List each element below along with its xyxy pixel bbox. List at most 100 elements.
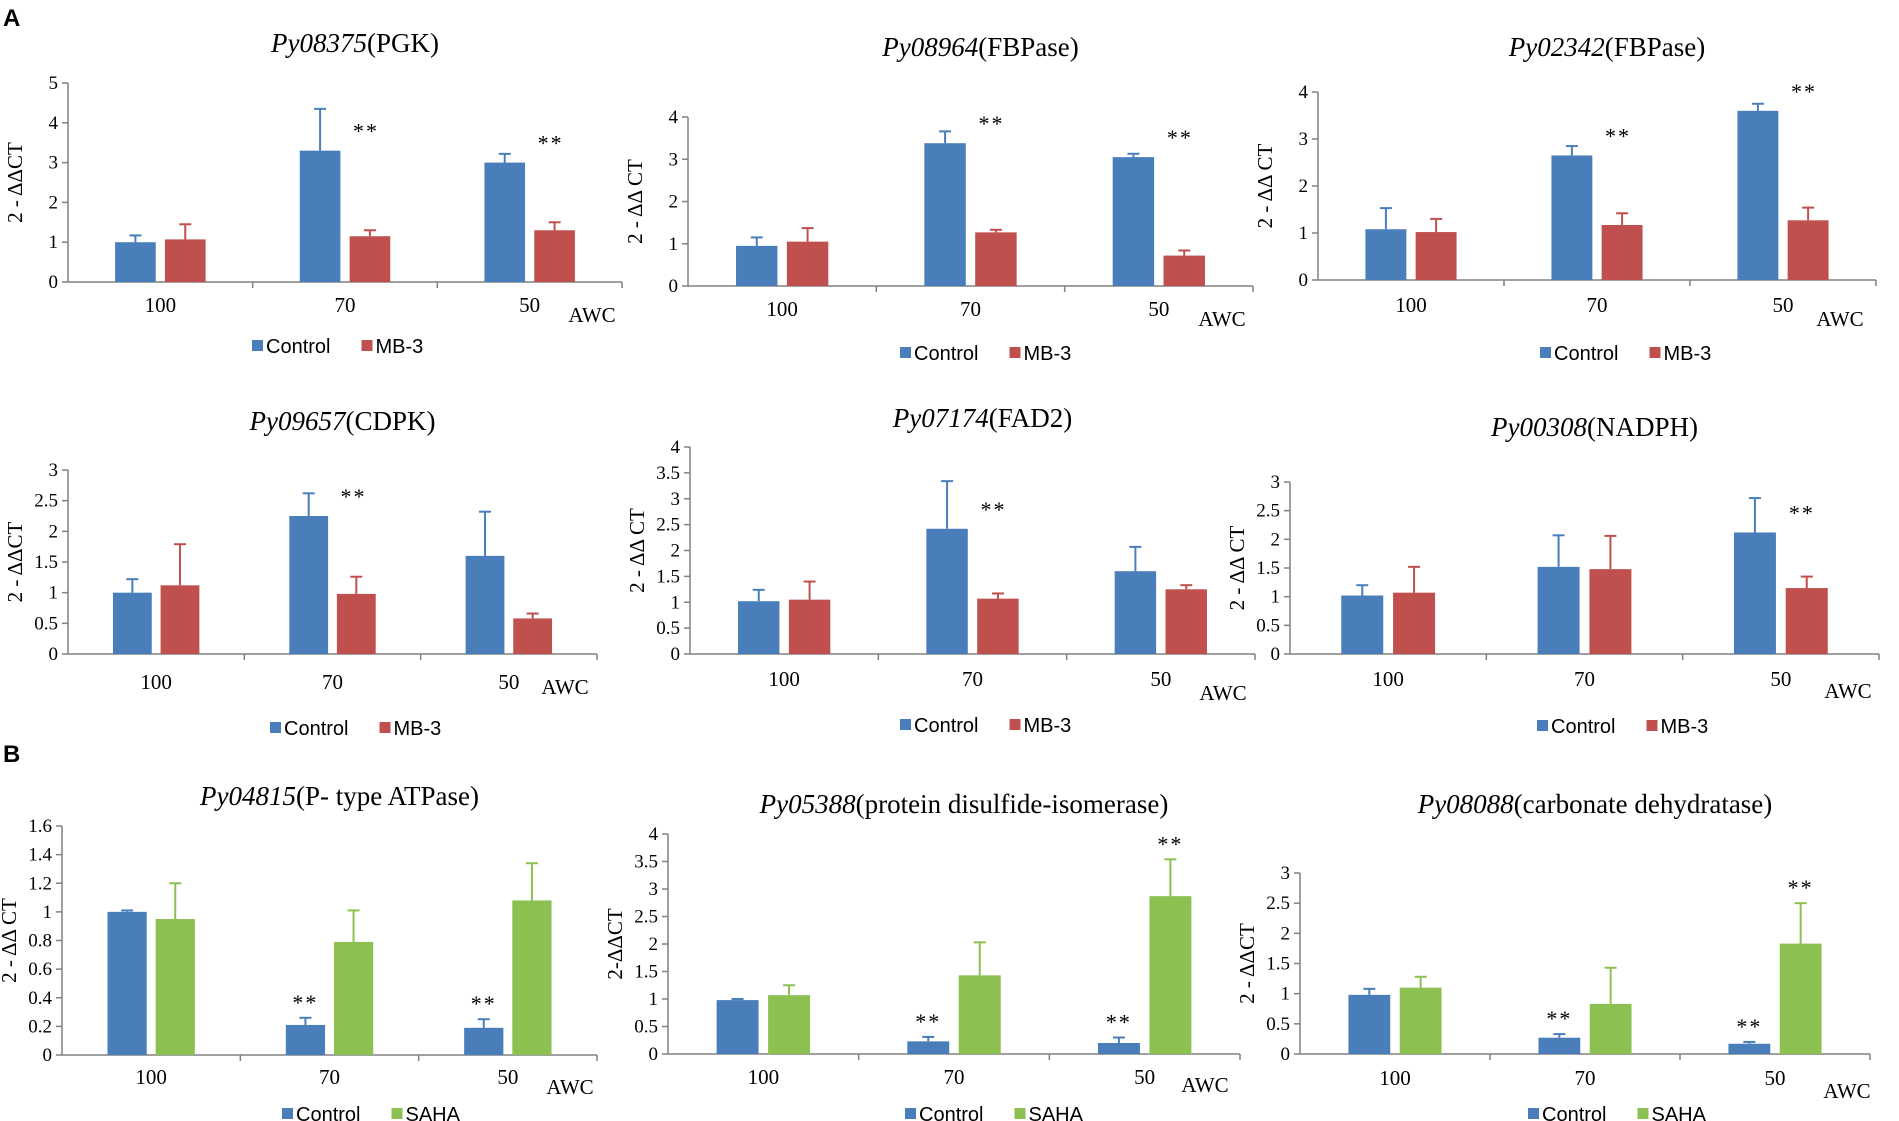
bar-control — [1551, 155, 1593, 280]
y-tick-label: 2 — [1281, 923, 1291, 944]
chart-title-desc: (PGK) — [367, 28, 439, 58]
y-tick-label: 0 — [43, 1045, 53, 1066]
chart-title: Py08964(FBPase) — [881, 32, 1078, 62]
bar-control — [1112, 157, 1155, 286]
y-tick-label: 1 — [1271, 587, 1281, 608]
chart-title: Py09657(CDPK) — [249, 406, 436, 436]
y-tick-label: 3 — [1281, 863, 1291, 884]
x-tick-label: 50 — [497, 1065, 518, 1089]
y-tick-label: 2.5 — [634, 907, 658, 928]
y-tick-label: 0.2 — [28, 1016, 52, 1037]
significance-mark: ** — [292, 990, 318, 1015]
legend-label: MB-3 — [376, 336, 424, 358]
bar-control — [1341, 595, 1384, 654]
y-tick-label: 5 — [49, 73, 59, 94]
legend-label: MB-3 — [1024, 343, 1072, 365]
y-tick-label: 0 — [1271, 644, 1281, 665]
x-tick-label: 50 — [498, 670, 519, 694]
y-axis-label: 2 - ΔΔ CT — [623, 159, 647, 244]
bar-control — [1097, 1043, 1140, 1054]
chart-title-desc: (P- type ATPase) — [296, 781, 479, 811]
legend-swatch — [391, 1108, 403, 1119]
y-tick-label: 4 — [1299, 82, 1309, 103]
y-tick-label: 2.5 — [34, 491, 58, 512]
y-tick-label: 0 — [49, 644, 59, 665]
y-tick-label: 1.5 — [1266, 954, 1290, 975]
y-tick-label: 0.4 — [28, 988, 52, 1009]
legend-label: MB-3 — [1661, 716, 1709, 738]
chart-7: Py04815(P- type ATPase) 0 0.2 0.4 0.6 0.8 1 1.2… — [0, 781, 598, 1121]
x-tick-label: 70 — [960, 297, 981, 321]
legend-swatch — [1646, 720, 1658, 731]
bar-mb-3 — [1785, 588, 1828, 654]
legend-swatch — [1528, 1108, 1539, 1119]
y-tick-label: 0 — [1299, 270, 1309, 291]
bar-mb-3 — [349, 236, 391, 282]
bar-mb-3 — [975, 232, 1017, 286]
legend-label: Control — [914, 715, 978, 737]
bar-saha — [1779, 943, 1822, 1054]
x-tick-label: 100 — [1372, 667, 1404, 691]
y-tick-label: 0.8 — [28, 931, 52, 952]
chart-title: Py02342(FBPase) — [1508, 32, 1705, 62]
legend-swatch — [1009, 347, 1021, 358]
legend-label: Control — [284, 718, 348, 740]
legend-label: MB-3 — [1024, 715, 1072, 737]
x-tick-label: 50 — [1148, 297, 1169, 321]
chart-title-desc: (FBPase) — [1605, 32, 1706, 62]
x-tick-label: 70 — [1574, 667, 1595, 691]
chart-title-gene: Py07174 — [892, 403, 989, 433]
y-axis-label: 2 - ΔΔ CT — [625, 508, 649, 593]
chart-3: Py02342(FBPase) 0 1 2 3 4 2 - ΔΔ CT 100 70 50 ** **… — [1253, 32, 1877, 365]
bar-control — [924, 143, 966, 286]
significance-mark: ** — [538, 131, 564, 156]
y-tick-label: 2 — [1271, 529, 1281, 550]
significance-mark: ** — [341, 484, 367, 509]
y-tick-label: 3 — [49, 153, 59, 174]
bar-saha — [768, 995, 811, 1054]
chart-title-gene: Py08964 — [881, 32, 978, 62]
bar-control — [1737, 110, 1779, 280]
x-tick-label: 70 — [1575, 1066, 1596, 1090]
legend-swatch — [1014, 1108, 1026, 1119]
chart-title: Py04815(P- type ATPase) — [199, 781, 479, 811]
y-tick-label: 2 — [649, 934, 659, 955]
x-tick-label: 50 — [1765, 1066, 1786, 1090]
x-axis-label: AWC — [1181, 1073, 1228, 1097]
legend-label: Control — [1551, 716, 1615, 738]
x-axis-label: AWC — [1199, 681, 1246, 705]
significance-mark: ** — [1106, 1010, 1132, 1035]
chart-title: Py05388(protein disulfide-isomerase) — [759, 789, 1169, 819]
y-tick-label: 4 — [49, 113, 59, 134]
y-tick-label: 1.2 — [28, 873, 52, 894]
y-tick-label: 3 — [649, 879, 659, 900]
chart-title-gene: Py08375 — [270, 28, 367, 58]
significance-mark: ** — [1605, 123, 1631, 148]
significance-mark: ** — [981, 497, 1007, 522]
bar-control — [112, 592, 152, 654]
significance-mark: ** — [1788, 875, 1814, 900]
y-tick-label: 2 — [1299, 176, 1309, 197]
x-axis-label: AWC — [1823, 1079, 1870, 1103]
y-tick-label: 1.4 — [28, 845, 52, 866]
x-tick-label: 50 — [1770, 667, 1791, 691]
bar-mb-3 — [786, 241, 829, 286]
y-tick-label: 1 — [1281, 984, 1291, 1005]
bar-mb-3 — [160, 585, 200, 654]
x-tick-label: 70 — [1587, 293, 1608, 317]
y-tick-label: 4 — [649, 824, 659, 845]
chart-title-desc: (carbonate dehydratase) — [1514, 789, 1773, 819]
y-tick-label: 0.5 — [634, 1017, 658, 1038]
chart-title-gene: Py05388 — [759, 789, 856, 819]
x-tick-label: 70 — [944, 1065, 965, 1089]
y-tick-label: 1.5 — [634, 962, 658, 983]
y-tick-label: 1.5 — [1256, 558, 1280, 579]
y-tick-label: 0 — [49, 272, 59, 293]
significance-mark: ** — [353, 119, 379, 144]
bar-control — [716, 1000, 759, 1054]
legend-swatch — [1540, 347, 1551, 358]
x-tick-label: 100 — [145, 293, 177, 317]
y-tick-label: 2 — [49, 192, 59, 213]
x-tick-label: 100 — [768, 667, 800, 691]
